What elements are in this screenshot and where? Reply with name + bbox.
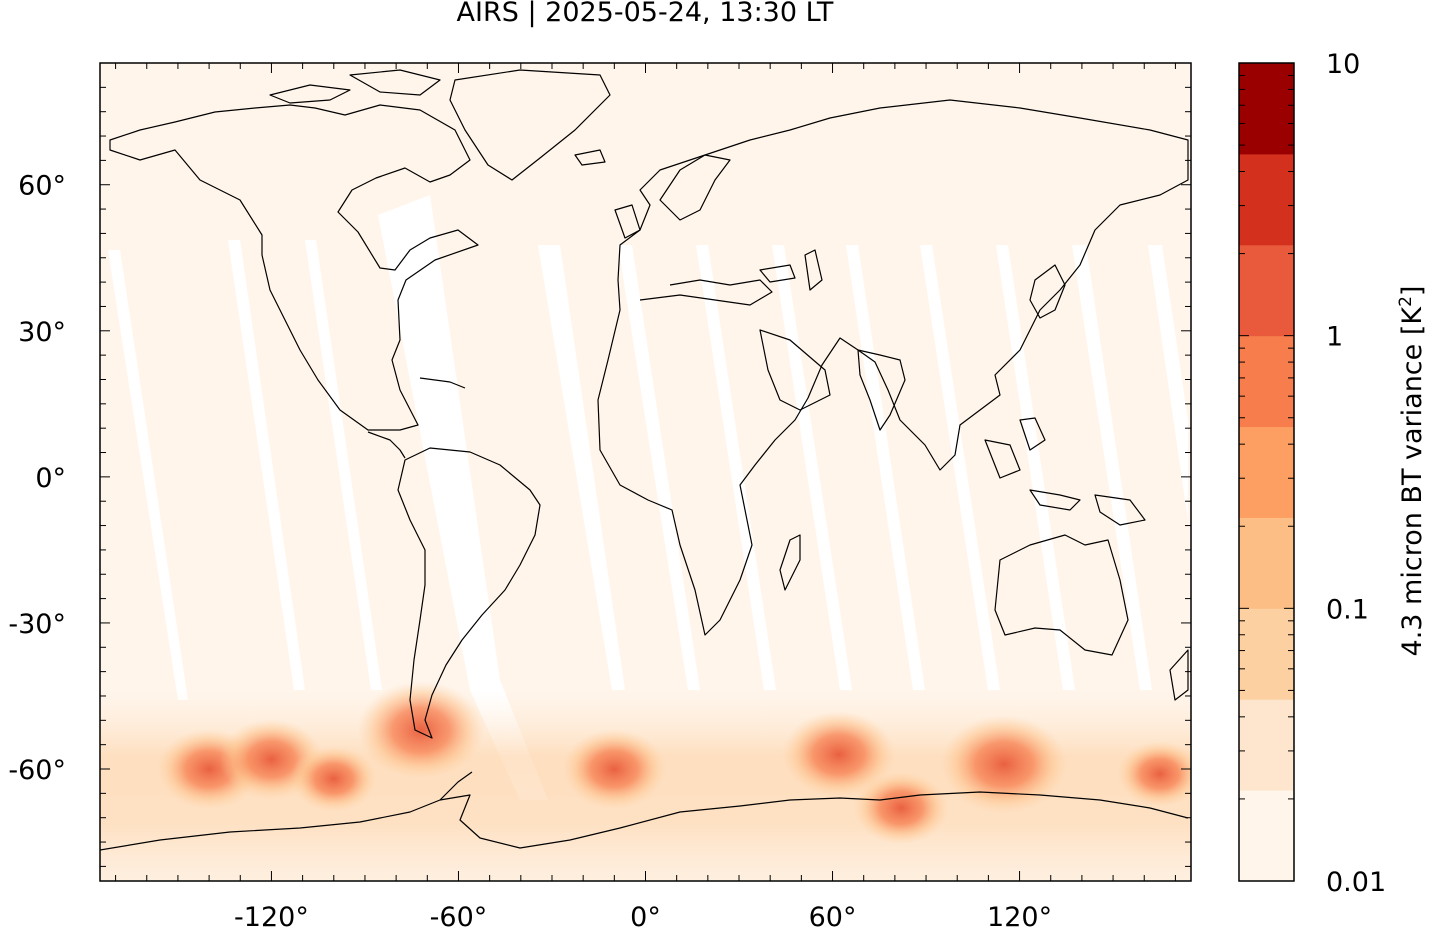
variance-hotspot-8 bbox=[1117, 741, 1191, 807]
y-tick-label: 0° bbox=[35, 463, 66, 494]
coastlines bbox=[100, 69, 1189, 851]
axis-ticks bbox=[100, 63, 1191, 881]
x-tick-label: -60° bbox=[430, 902, 488, 930]
x-tick-label: 60° bbox=[809, 902, 857, 930]
colorbar-ticks bbox=[1239, 74, 1294, 882]
variance-hotspots bbox=[157, 681, 1191, 845]
colorbar-tick-label: 10 bbox=[1326, 49, 1360, 80]
colorbar-segment-3 bbox=[1239, 517, 1294, 609]
colorbar-frame bbox=[1238, 62, 1295, 882]
colorbar-tick-label: 1 bbox=[1326, 322, 1343, 353]
x-tick-label: -120° bbox=[234, 902, 309, 930]
colorbar-segment-5 bbox=[1239, 335, 1294, 428]
colorbar-segment-1 bbox=[1239, 699, 1294, 791]
y-tick-label: 30° bbox=[18, 317, 66, 348]
colorbar-segment-0 bbox=[1239, 790, 1294, 882]
colorbar-tick-label: 0.1 bbox=[1326, 594, 1369, 625]
colorbar-label: 4.3 micron BT variance [K2] bbox=[1396, 285, 1428, 657]
colorbar-segment-2 bbox=[1239, 608, 1294, 700]
colorbar-segment-4 bbox=[1239, 426, 1294, 518]
colorbar-segment-7 bbox=[1239, 153, 1294, 246]
y-tick-label: -30° bbox=[8, 609, 66, 640]
colorbar-tick-label: 0.01 bbox=[1326, 867, 1386, 898]
x-tick-label: 0° bbox=[630, 902, 661, 930]
y-tick-label: 60° bbox=[18, 171, 66, 202]
plot-title: AIRS | 2025-05-24, 13:30 LT bbox=[456, 0, 834, 28]
variance-hotspot-5 bbox=[782, 710, 896, 799]
y-tick-label: -60° bbox=[8, 755, 66, 786]
x-tick-label: 120° bbox=[987, 902, 1052, 930]
orbit-gaps bbox=[108, 195, 1188, 800]
colorbar-segment-6 bbox=[1239, 244, 1294, 337]
y-tick-labels: 60° 30° 0° -30° -60° bbox=[8, 171, 66, 786]
variance-hotspot-2 bbox=[291, 745, 377, 812]
variance-hotspot-7 bbox=[853, 771, 949, 845]
colorbar-tick-labels: 10 1 0.1 0.01 bbox=[1326, 49, 1386, 898]
variance-hotspot-3 bbox=[357, 681, 485, 780]
colorbar-segment-8 bbox=[1239, 63, 1294, 155]
colorbar bbox=[1239, 63, 1294, 882]
variance-hotspot-6 bbox=[940, 715, 1068, 814]
variance-hotspot-4 bbox=[562, 729, 667, 810]
x-tick-labels: -120° -60° 0° 60° 120° bbox=[234, 902, 1052, 930]
